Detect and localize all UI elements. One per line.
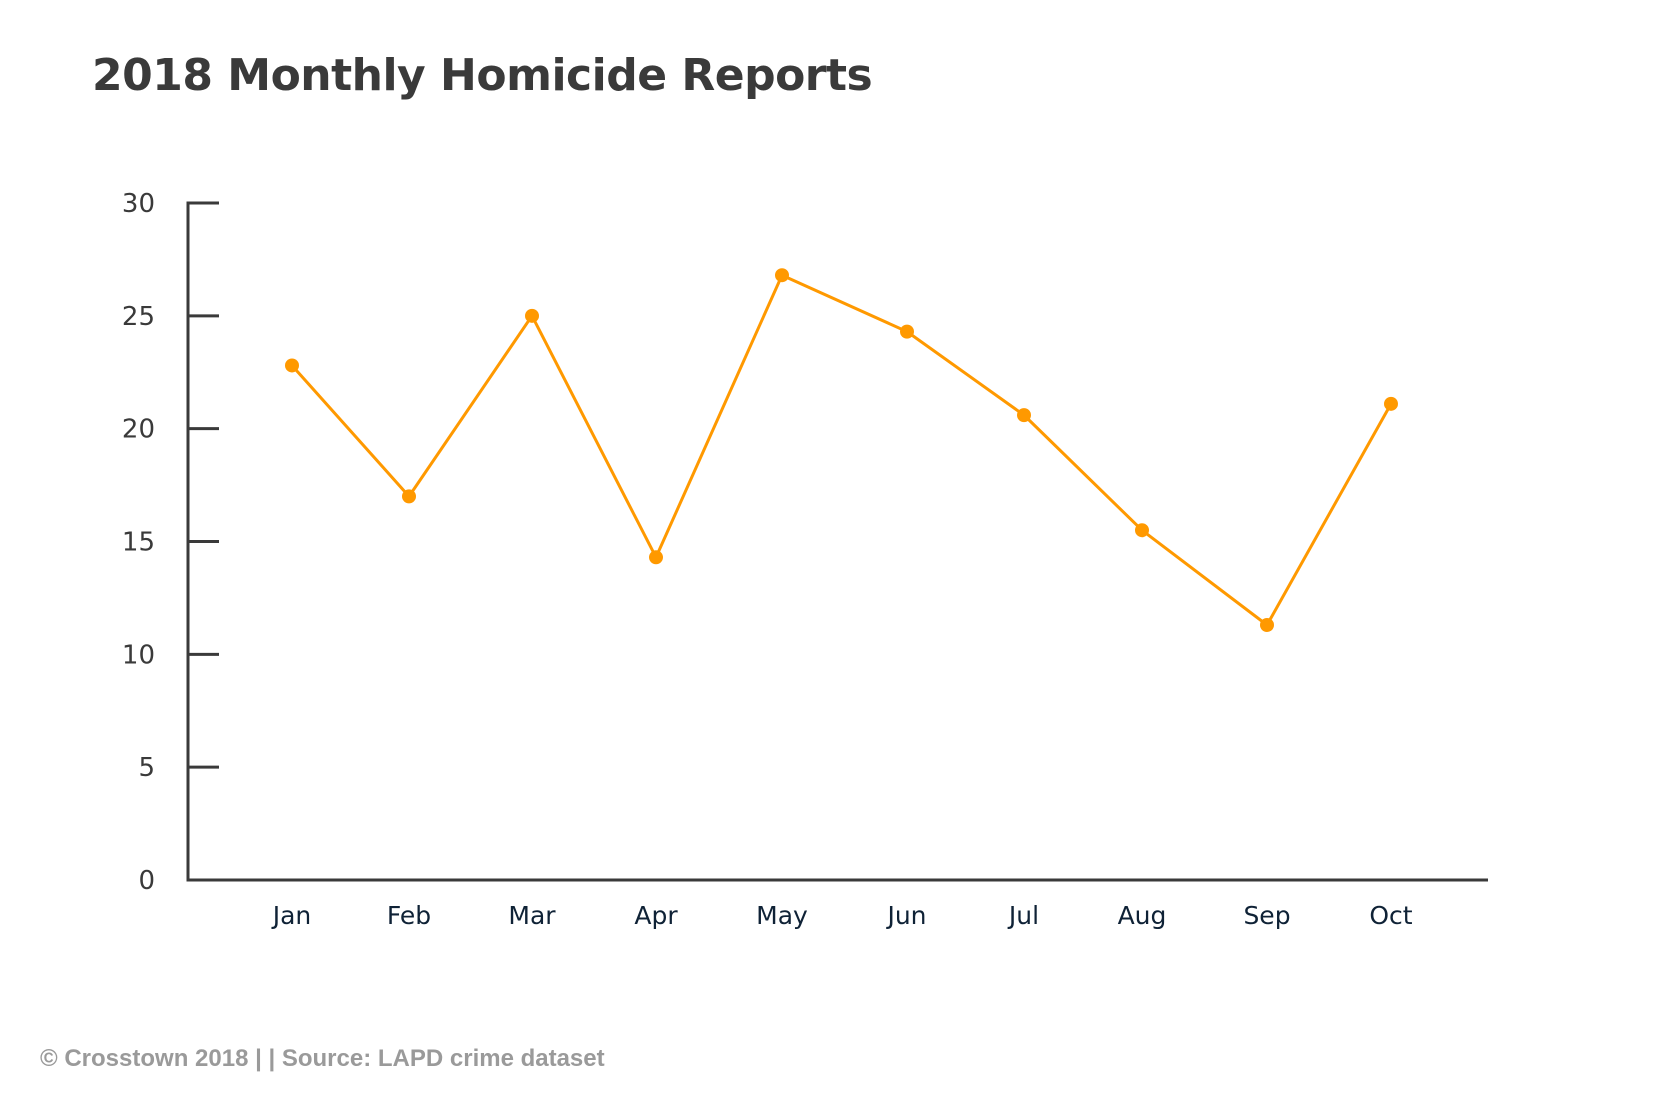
data-point-jun[interactable]: Jun: 24.3 <box>900 324 914 339</box>
data-series: Jan: 22.8 Feb: 17 Mar: 25 Apr: 14.3 May: 26.… <box>285 268 1398 632</box>
x-tick-label: May <box>756 901 808 930</box>
source-credit: © Crosstown 2018 | | Source: LAPD crime … <box>40 1045 605 1072</box>
y-tick-label: 0 <box>138 866 155 896</box>
data-point-jan[interactable]: Jan: 22.8 <box>285 358 299 373</box>
x-tick-label: Apr <box>634 901 678 930</box>
y-tick-label: 10 <box>122 640 155 670</box>
y-tick-label: 20 <box>122 415 155 445</box>
data-point-jul[interactable]: Jul: 20.6 <box>1017 408 1031 423</box>
y-axis: 0 5 10 15 20 25 30 <box>122 189 219 896</box>
data-point-sep[interactable]: Sep: 11.3 <box>1260 617 1274 632</box>
x-axis: Jan Feb Mar Apr May Jun Jul Aug Sep Oct <box>186 878 1488 930</box>
x-tick-label: Jul <box>1007 901 1039 930</box>
data-point-may[interactable]: May: 26.8 <box>775 268 789 283</box>
y-tick-label: 5 <box>138 753 155 783</box>
x-tick-label: Jun <box>885 901 926 930</box>
x-tick-label: Sep <box>1243 901 1290 930</box>
y-tick-label: 30 <box>122 189 155 219</box>
chart-title: 2018 Monthly Homicide Reports <box>92 50 873 101</box>
data-point-feb[interactable]: Feb: 17 <box>402 489 416 504</box>
y-tick-label: 15 <box>122 528 155 558</box>
y-tick-label: 25 <box>122 302 155 332</box>
x-tick-label: Mar <box>508 901 556 930</box>
data-point-oct[interactable]: Oct: 21.1 <box>1384 396 1398 411</box>
data-point-mar[interactable]: Mar: 25 <box>525 308 539 323</box>
data-point-apr[interactable]: Apr: 14.3 <box>649 550 663 565</box>
series-line <box>290 273 1393 627</box>
x-tick-label: Feb <box>387 901 431 930</box>
x-tick-label: Aug <box>1118 901 1167 930</box>
x-tick-label: Oct <box>1369 901 1412 930</box>
data-point-aug[interactable]: Aug: 15.5 <box>1135 523 1149 538</box>
x-tick-label: Jan <box>271 901 312 930</box>
